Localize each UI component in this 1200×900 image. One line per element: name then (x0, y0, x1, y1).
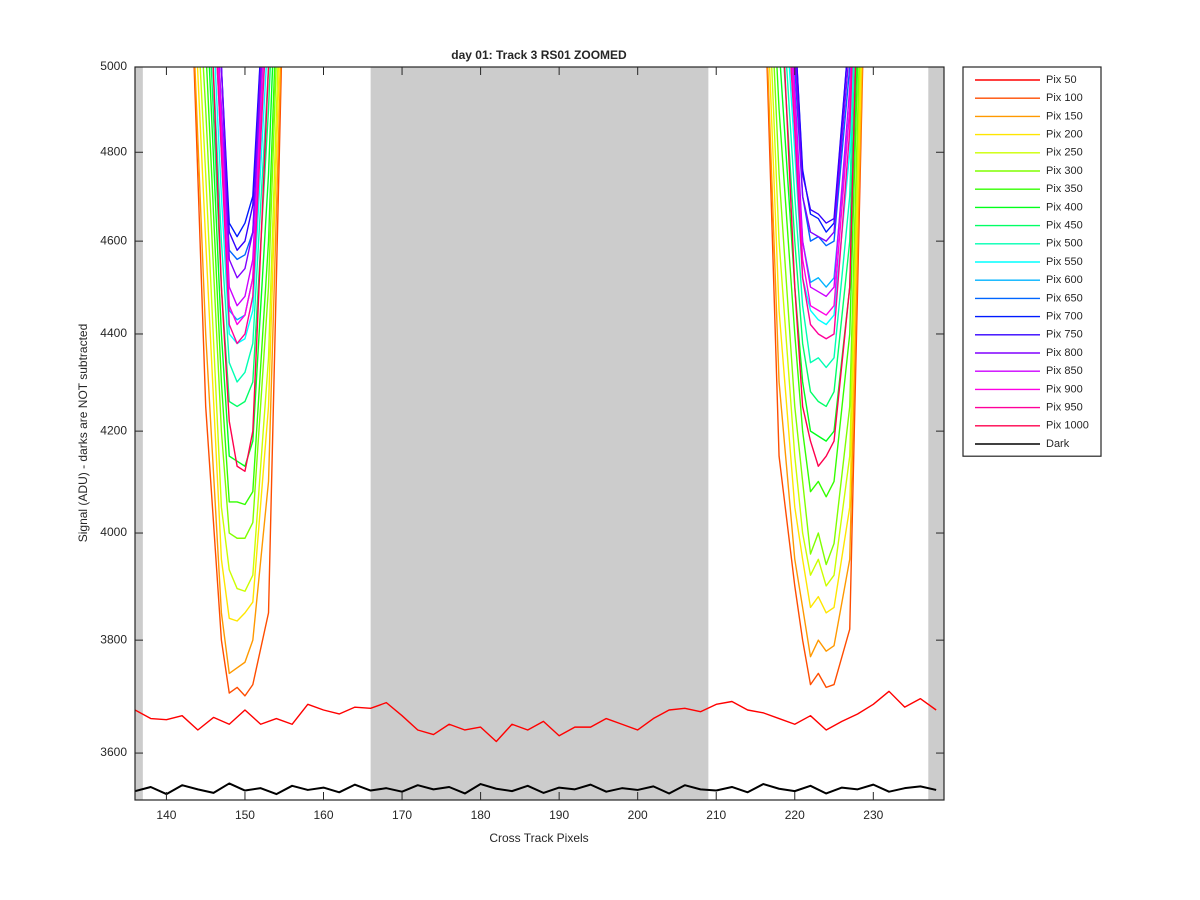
series-line (199, 67, 861, 592)
y-tick-label: 4200 (100, 423, 127, 437)
series-line (205, 67, 859, 506)
series-line (218, 67, 851, 261)
shaded-region (928, 67, 944, 800)
x-axis-label: Cross Track Pixels (489, 831, 588, 845)
y-tick-label: 5000 (100, 59, 127, 73)
legend-label: Pix 150 (1046, 110, 1083, 122)
x-tick-label: 140 (156, 808, 176, 822)
legend-label: Pix 200 (1046, 129, 1083, 141)
x-tick-label: 190 (549, 808, 569, 822)
series-line (220, 67, 848, 251)
legend-label: Pix 1000 (1046, 420, 1089, 432)
y-axis-label: Signal (ADU) - darks are NOT subtracted (76, 324, 90, 543)
legend-label: Pix 350 (1046, 183, 1083, 195)
series-line (212, 67, 855, 383)
shaded-region (135, 67, 143, 800)
x-tick-label: 170 (392, 808, 412, 822)
legend-label: Pix 650 (1046, 292, 1083, 304)
legend-label: Pix 450 (1046, 220, 1083, 232)
legend-label: Pix 950 (1046, 402, 1083, 414)
legend-label: Pix 600 (1046, 274, 1083, 286)
series-line (220, 67, 849, 279)
series-line (194, 67, 864, 675)
series-line (218, 67, 852, 307)
series-line (202, 67, 860, 566)
legend-label: Pix 250 (1046, 147, 1083, 159)
x-tick-label: 180 (471, 808, 491, 822)
legend-label: Pix 500 (1046, 238, 1083, 250)
series-line (196, 67, 862, 622)
x-tick-label: 220 (785, 808, 805, 822)
x-tick-label: 200 (628, 808, 648, 822)
y-tick-label: 4400 (100, 326, 127, 340)
y-tick-label: 4600 (100, 233, 127, 247)
series-line (216, 67, 853, 345)
y-tick-label: 3800 (100, 632, 127, 646)
legend-label: Pix 700 (1046, 311, 1083, 323)
x-tick-label: 210 (706, 808, 726, 822)
x-tick-label: 150 (235, 808, 255, 822)
y-tick-label: 4800 (100, 144, 127, 158)
legend-label: Pix 400 (1046, 201, 1083, 213)
shaded-region (370, 67, 709, 800)
series-line (212, 67, 857, 472)
legend-label: Pix 50 (1046, 74, 1077, 86)
series-line (135, 690, 937, 743)
legend-label: Pix 900 (1046, 383, 1083, 395)
axes-box (134, 66, 945, 801)
legend-label: Pix 100 (1046, 92, 1083, 104)
legend-label: Pix 850 (1046, 365, 1083, 377)
legend-label: Dark (1046, 438, 1070, 450)
y-tick-label: 3600 (100, 745, 127, 759)
legend-label: Pix 750 (1046, 329, 1083, 341)
legend-label: Pix 300 (1046, 165, 1083, 177)
y-tick-label: 4000 (100, 525, 127, 539)
legend-label: Pix 550 (1046, 256, 1083, 268)
series-line (135, 782, 937, 796)
chart-title: day 01: Track 3 RS01 ZOOMED (451, 48, 627, 62)
x-tick-label: 160 (313, 808, 333, 822)
x-tick-label: 230 (863, 808, 883, 822)
legend-label: Pix 800 (1046, 347, 1083, 359)
series-line (193, 67, 864, 697)
series-line (217, 67, 853, 326)
